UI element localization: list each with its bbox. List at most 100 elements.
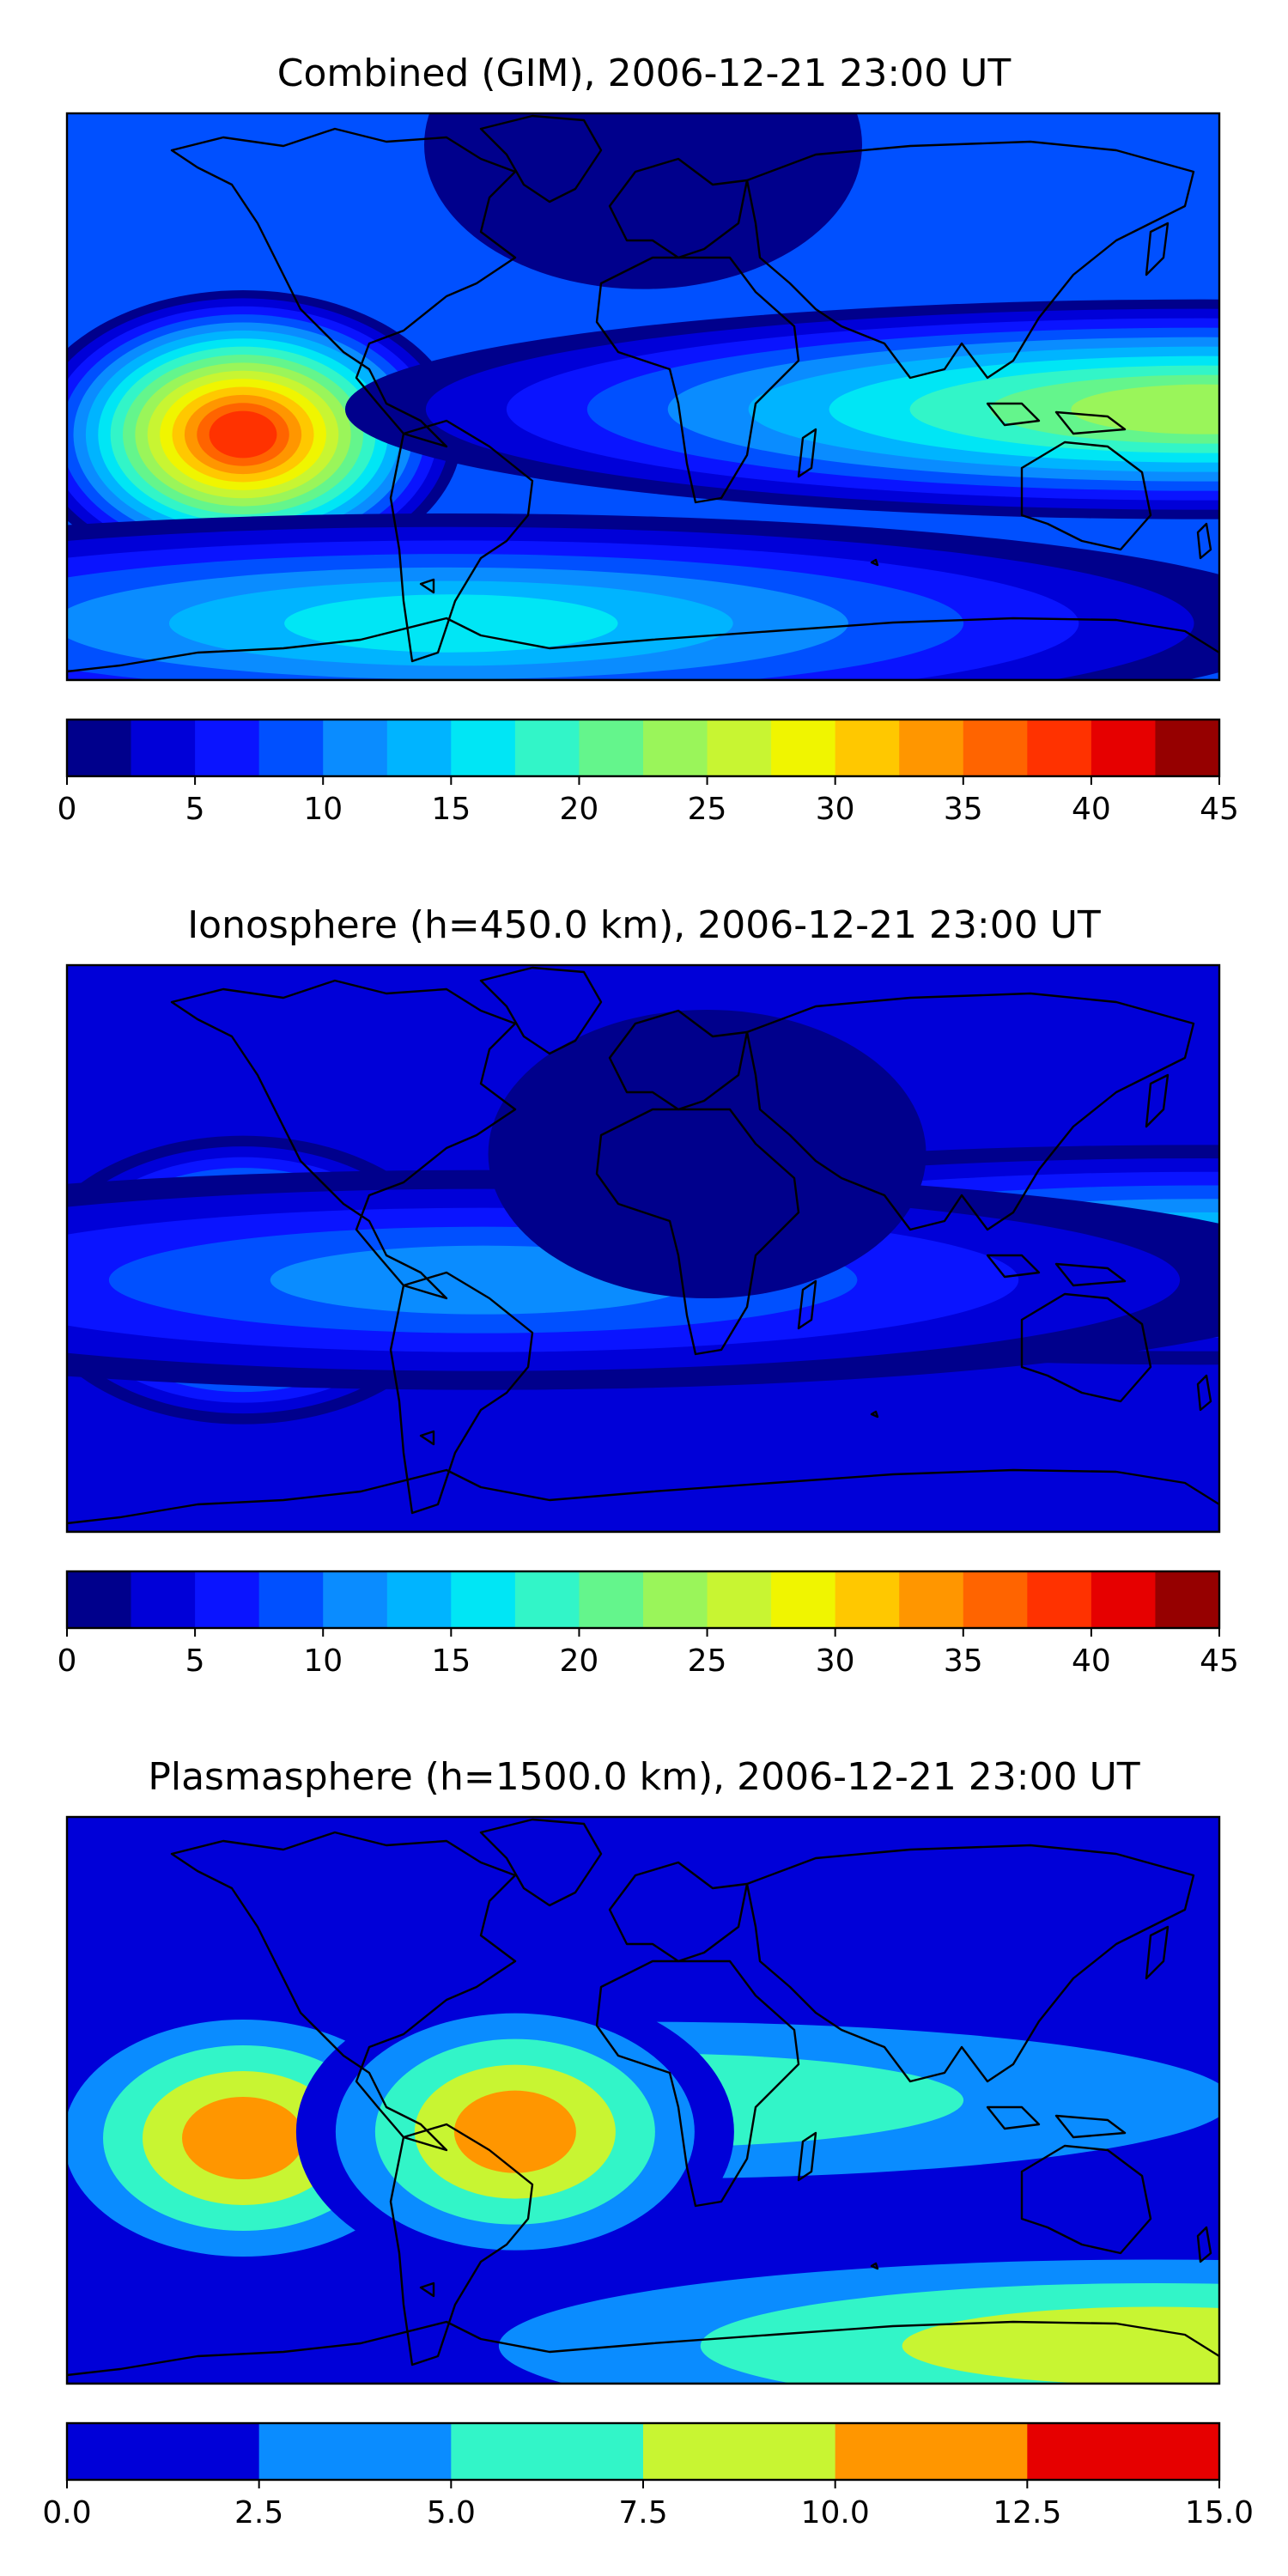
colorbar-segment [67,2423,260,2480]
contour-level [488,1010,927,1298]
colorbar-segment [835,720,900,776]
colorbar: 0.0 2.5 5.0 7.5 10.0 12.5 15.0 [42,2421,1254,2530]
map-field [67,113,1219,680]
colorbar-segment [963,1571,1028,1628]
colorbar-segment [195,1571,260,1628]
colorbar-tick-label: 45 [1200,1643,1239,1679]
colorbar-segment [643,720,708,776]
colorbar-segment [899,1571,964,1628]
chart-title: Combined (GIM), 2006-12-21 23:00 UT [277,52,1012,95]
colorbar-segment [451,1571,516,1628]
colorbar-segment [258,720,324,776]
panel-0: Combined (GIM), 2006-12-21 23:00 UT 0 5 10 1… [58,52,1239,827]
colorbar-segment [67,1571,132,1628]
colorbar-tick-label: 25 [688,792,727,827]
contour-brazil-peak [295,1987,734,2276]
contour-level [902,2306,1219,2384]
colorbar-segment [963,720,1028,776]
map-frame [65,112,1221,682]
colorbar-segment [1027,2423,1220,2480]
map-frame [65,963,1221,1534]
colorbar: 0 5 10 15 20 25 30 35 40 45 [58,1570,1239,1679]
contour-equatorial-band-east [345,299,1219,519]
colorbar-frame [65,1570,1221,1630]
colorbar-tick-label: 20 [560,792,599,827]
colorbar-tick-label: 30 [816,792,855,827]
panel-2: Plasmasphere (h=1500.0 km), 2006-12-21 2… [42,1755,1254,2530]
colorbar-segment [771,720,836,776]
colorbar: 0 5 10 15 20 25 30 35 40 45 [58,718,1239,827]
contour-equatorial-anomaly-pacific [67,290,462,579]
colorbar-tick-label: 7.5 [618,2495,667,2530]
colorbar-tick-label: 35 [944,792,983,827]
contour-level [424,113,862,289]
colorbar-segment [386,1571,452,1628]
colorbar-segment [643,2423,836,2480]
colorbar-segment [771,1571,836,1628]
colorbar-tick-label: 0.0 [42,2495,91,2530]
colorbar-tick-label: 5 [185,792,205,827]
colorbar-tick-label: 15 [431,792,471,827]
chart-title: Plasmasphere (h=1500.0 km), 2006-12-21 2… [148,1755,1139,1799]
colorbar-tick-label: 0 [58,792,77,827]
colorbar-segment [1027,1571,1092,1628]
colorbar-frame [65,718,1221,778]
colorbar-tick-label: 10.0 [801,2495,870,2530]
contour-southern-pole-band [297,2236,1219,2384]
contour-level [453,2090,576,2173]
colorbar-tick-label: 35 [944,1643,983,1679]
colorbar-tick-label: 2.5 [234,2495,283,2530]
colorbar-tick-label: 0 [58,1643,77,1679]
contour-level [1071,384,1219,434]
colorbar-tick-label: 25 [688,1643,727,1679]
contour-africa-low [488,1010,927,1298]
colorbar-segment [514,1571,580,1628]
colorbar-segment [707,1571,772,1628]
colorbar-segment [386,720,452,776]
chart-title: Ionosphere (h=450.0 km), 2006-12-21 23:0… [187,903,1101,947]
colorbar-segment [258,2423,452,2480]
colorbar-segment [258,1571,324,1628]
colorbar-segment [451,720,516,776]
contour-level [182,2097,305,2179]
contour-level [209,410,277,459]
colorbar-tick-label: 5.0 [427,2495,476,2530]
colorbar-segment [67,720,132,776]
colorbar-segment [835,1571,900,1628]
colorbar-segment [579,720,644,776]
colorbar-segment [643,1571,708,1628]
colorbar-segment [579,1571,644,1628]
colorbar-segment [899,720,964,776]
colorbar-tick-label: 5 [185,1643,205,1679]
colorbar-segment [1155,1571,1220,1628]
contour-northern-low [424,113,862,289]
colorbar-segment [1091,1571,1157,1628]
colorbar-tick-label: 20 [560,1643,599,1679]
panel-1: Ionosphere (h=450.0 km), 2006-12-21 23:0… [58,903,1239,1679]
colorbar-segment [323,1571,388,1628]
map-frame [65,1815,1221,2385]
colorbar-segment [514,720,580,776]
colorbar-tick-label: 40 [1072,1643,1111,1679]
colorbar-segment [1091,720,1157,776]
colorbar-segment [1027,720,1092,776]
colorbar-tick-label: 15.0 [1185,2495,1254,2530]
colorbar-segment [1155,720,1220,776]
colorbar-segment [195,720,260,776]
colorbar-tick-label: 45 [1200,792,1239,827]
colorbar-segment [835,2423,1028,2480]
map-field [67,965,1219,1532]
colorbar-tick-label: 12.5 [993,2495,1061,2530]
colorbar-tick-label: 30 [816,1643,855,1679]
colorbar-tick-label: 10 [303,792,343,827]
colorbar-segment [323,720,388,776]
colorbar-tick-label: 10 [303,1643,343,1679]
colorbar-tick-label: 40 [1072,792,1111,827]
colorbar-segment [131,720,196,776]
colorbar-tick-label: 15 [431,1643,471,1679]
colorbar-segment [131,1571,196,1628]
map-field [67,1817,1219,2384]
colorbar-segment [707,720,772,776]
colorbar-segment [451,2423,644,2480]
